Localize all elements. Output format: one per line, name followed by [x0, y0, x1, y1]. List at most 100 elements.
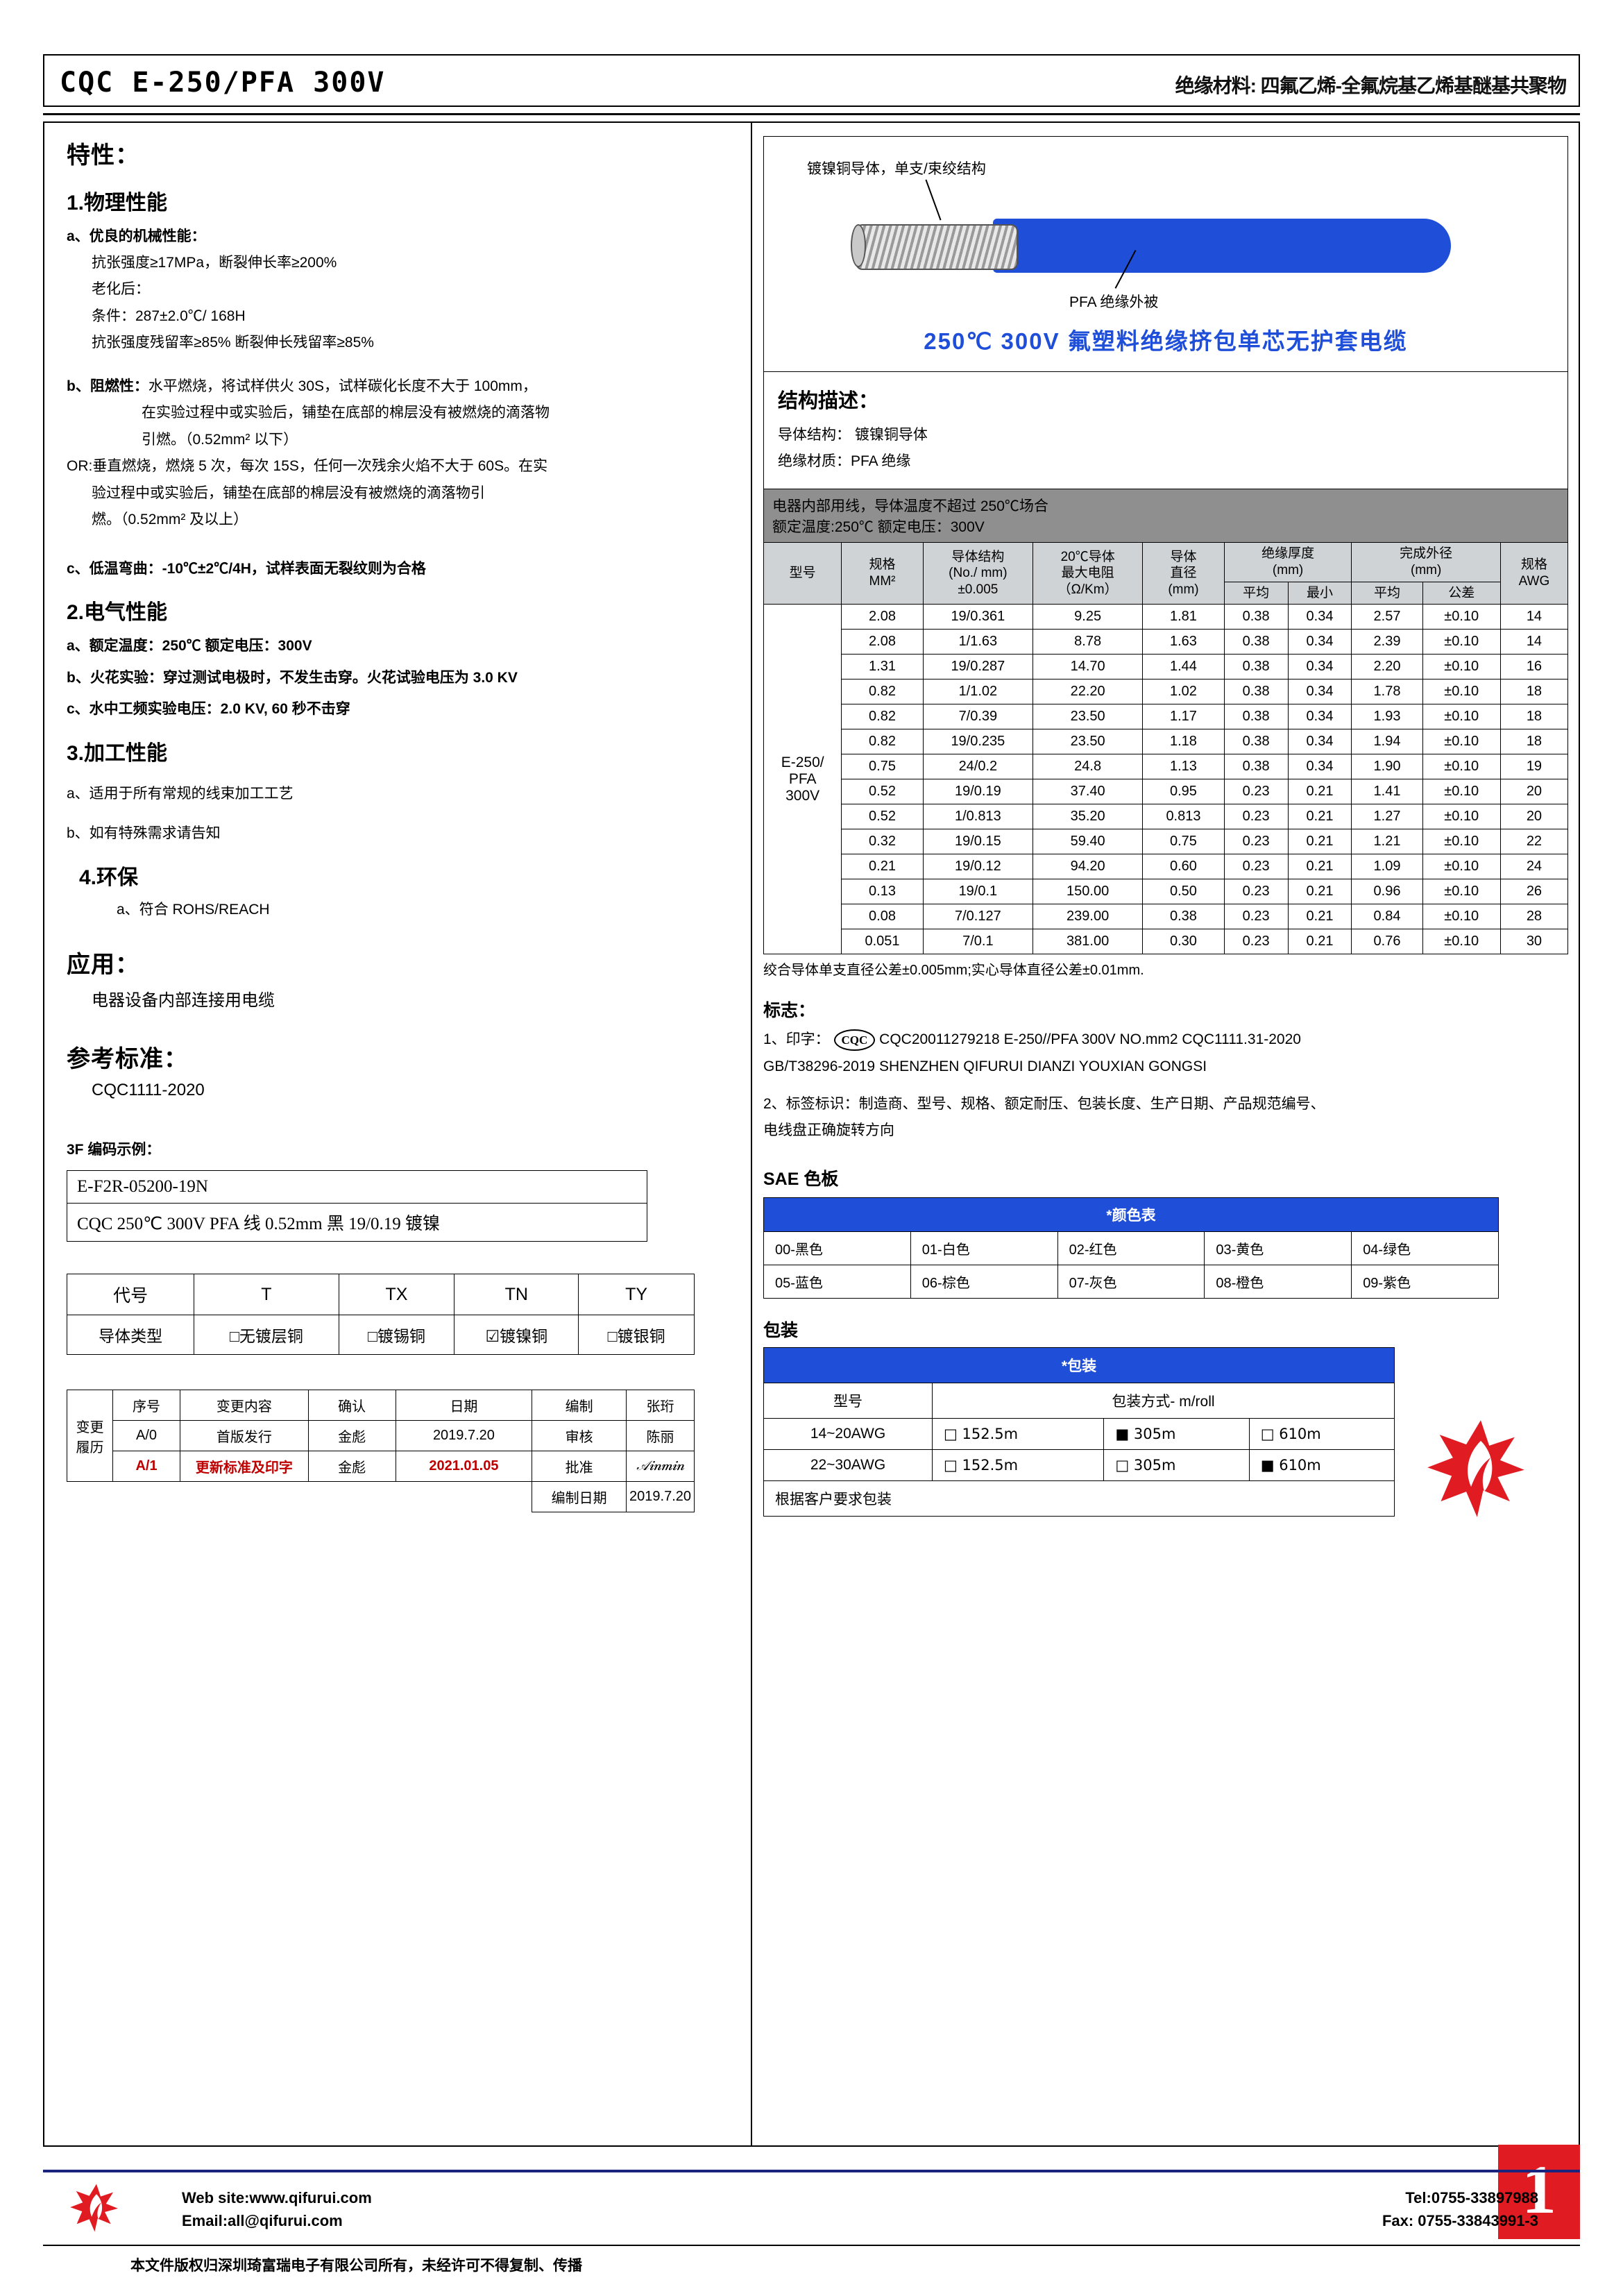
cqc-badge-icon: CQC	[833, 1029, 876, 1052]
packaging-title: 包装	[763, 1320, 799, 1340]
spec-cell-r8c0: 0.52	[841, 804, 924, 830]
footer-email[interactable]: Email:all@qifurui.com	[182, 2212, 343, 2229]
spec-h-ov-avg: 平均	[1351, 581, 1423, 605]
cond-h1: T	[194, 1274, 339, 1316]
wire-conductor-tip	[851, 224, 866, 267]
pkg-r1c0: 22~30AWG	[763, 1449, 933, 1481]
table-row: A/1 更新标准及印字 金彪 2021.01.05 批准 𝒜𝒊𝒏𝒎𝒊𝒏	[67, 1451, 695, 1483]
spec-h-ins-min: 最小	[1287, 581, 1352, 605]
spec-cell-r8c1: 1/0.813	[922, 804, 1034, 830]
rev-r1c3: 2021.01.05	[395, 1451, 533, 1483]
spec-cell-r13c1: 7/0.1	[922, 929, 1034, 955]
spec-cell-r12c7: ±0.10	[1422, 904, 1501, 930]
sae-title: SAE 色板	[763, 1169, 839, 1189]
spec-cell-r12c2: 239.00	[1032, 904, 1144, 930]
characteristics-title: 特性：	[67, 142, 139, 169]
pkg-footer: 根据客户要求包装	[763, 1480, 1395, 1517]
spec-cell-r1c6: 2.39	[1351, 629, 1423, 655]
spec-cell-r3c5: 0.34	[1287, 679, 1352, 705]
spec-cell-r10c0: 0.21	[841, 854, 924, 880]
spec-cell-r9c4: 0.23	[1223, 829, 1289, 855]
header-title: CQC E-250/PFA 300V	[60, 67, 386, 99]
cond-c4[interactable]: □镀银铜	[578, 1315, 695, 1356]
spec-cell-r1c7: ±0.10	[1422, 629, 1501, 655]
structure-description-box: 结构描述： 导体结构： 镀镍铜导体 绝缘材质：PFA 绝缘	[763, 371, 1568, 489]
marking-2-line2: 电线盘正确旋转方向	[763, 1122, 894, 1139]
spec-cell-r10c8: 24	[1499, 854, 1569, 880]
table-row: 0.21 19/0.12 94.20 0.60 0.23 0.21 1.09 ±0.10 24	[764, 854, 1569, 880]
spec-cell-r9c7: ±0.10	[1422, 829, 1501, 855]
table-row: 0.82 1/1.02 22.20 1.02 0.38 0.34 1.78 ±0.10 18	[764, 679, 1569, 705]
spec-cell-r1c0: 2.08	[841, 629, 924, 655]
spec-cell-r4c8: 18	[1499, 704, 1569, 730]
spec-cell-r0c0: 2.08	[841, 604, 924, 630]
spec-cell-r6c2: 24.8	[1032, 754, 1144, 780]
cond-c2[interactable]: □镀锡铜	[338, 1315, 455, 1356]
cond-c3[interactable]: ☑镀镍铜	[454, 1315, 579, 1356]
spec-cell-r10c7: ±0.10	[1422, 854, 1501, 880]
wire-conductor-strands	[856, 224, 1018, 270]
marking-line-1: 1、印字： CQC CQC20011279218 E-250//PFA 300V…	[763, 1029, 1568, 1052]
sae-r1c2: 07-灰色	[1057, 1264, 1205, 1299]
structure-line2: 绝缘材质：PFA 绝缘	[778, 453, 911, 469]
spec-cell-r11c8: 26	[1499, 879, 1569, 905]
pkg-r0c1[interactable]: □ 152.5m	[931, 1417, 1105, 1450]
spec-cell-r5c7: ±0.10	[1422, 729, 1501, 755]
rev-side-label: 变更履历	[67, 1390, 113, 1483]
spec-cell-r2c6: 2.20	[1351, 654, 1423, 680]
rev-r0c1: 首版发行	[180, 1420, 309, 1452]
page-number: 1	[1498, 2145, 1580, 2239]
spec-cell-r6c6: 1.90	[1351, 754, 1423, 780]
s2-b-line: b、火花实验：穿过测试电极时，不发生击穿。火花试验电压为 3.0 KV	[67, 669, 518, 686]
sae-bar: *颜色表	[763, 1197, 1499, 1232]
table-row: 0.32 19/0.15 59.40 0.75 0.23 0.21 1.21 ±0.10 22	[764, 829, 1569, 855]
footer-website[interactable]: Web site:www.qifurui.com	[182, 2189, 372, 2206]
column-divider	[751, 121, 752, 2147]
spec-cell-r2c8: 16	[1499, 654, 1569, 680]
sae-color-table: *颜色表 00-黑色 01-白色 02-红色 03-黄色 04-绿色 05-蓝色…	[763, 1197, 1499, 1299]
spec-cell-r7c4: 0.23	[1223, 779, 1289, 805]
rev-r0c3: 2019.7.20	[395, 1420, 533, 1452]
marking-title: 标志：	[763, 1001, 816, 1021]
spec-cell-r5c2: 23.50	[1032, 729, 1144, 755]
table-row: A/0 首版发行 金彪 2019.7.20 审核 陈丽	[67, 1420, 695, 1452]
spec-cell-r3c8: 18	[1499, 679, 1569, 705]
pkg-r0c0: 14~20AWG	[763, 1417, 933, 1450]
table-row: 型号 包装方式- m/roll	[763, 1382, 1395, 1419]
spec-cell-r9c3: 0.75	[1142, 829, 1225, 855]
pkg-r0c2[interactable]: ■ 305m	[1103, 1417, 1250, 1450]
sae-r1c0: 05-蓝色	[763, 1264, 911, 1299]
spec-cell-r4c3: 1.17	[1142, 704, 1225, 730]
spec-cell-r13c5: 0.21	[1287, 929, 1352, 955]
spec-cell-r1c3: 1.63	[1142, 629, 1225, 655]
spec-cell-r7c0: 0.52	[841, 779, 924, 805]
sae-r0c0: 00-黑色	[763, 1231, 911, 1265]
pkg-r1c1[interactable]: □ 152.5m	[931, 1449, 1105, 1481]
spec-cell-r11c4: 0.23	[1223, 879, 1289, 905]
spec-cell-r0c4: 0.38	[1223, 604, 1289, 630]
spec-cell-r4c1: 7/0.39	[922, 704, 1034, 730]
pkg-r0c3[interactable]: □ 610m	[1248, 1417, 1395, 1450]
spec-cell-r5c1: 19/0.235	[922, 729, 1034, 755]
code-example-line1: E-F2R-05200-19N	[67, 1171, 647, 1204]
spec-cell-r12c8: 28	[1499, 904, 1569, 930]
table-row: 导体类型 □无镀层铜 □镀锡铜 ☑镀镍铜 □镀银铜	[66, 1315, 695, 1356]
spec-cell-r10c4: 0.23	[1223, 854, 1289, 880]
rev-r1c4: 批准	[532, 1451, 627, 1483]
pkg-r1c2[interactable]: □ 305m	[1103, 1449, 1250, 1481]
spec-cell-r5c5: 0.34	[1287, 729, 1352, 755]
spec-cell-r10c3: 0.60	[1142, 854, 1225, 880]
section-4-title: 4.环保	[79, 866, 139, 890]
table-row: 1.31 19/0.287 14.70 1.44 0.38 0.34 2.20 ±0.10 16	[764, 654, 1569, 680]
header-material-text: 绝缘材料: 四氟乙烯-全氟烷基乙烯基醚基共聚物	[1175, 75, 1567, 96]
spec-cell-r13c4: 0.23	[1223, 929, 1289, 955]
pkg-h1: 包装方式- m/roll	[932, 1382, 1395, 1419]
spec-cell-r0c2: 9.25	[1032, 604, 1144, 630]
cond-c1[interactable]: □无镀层铜	[194, 1315, 339, 1356]
spec-cell-r10c1: 19/0.12	[922, 854, 1034, 880]
pkg-r1c3[interactable]: ■ 610m	[1248, 1449, 1395, 1481]
rev-r1c1: 更新标准及印字	[180, 1451, 309, 1483]
spec-cell-r3c6: 1.78	[1351, 679, 1423, 705]
sae-r0c3: 03-黄色	[1204, 1231, 1352, 1265]
